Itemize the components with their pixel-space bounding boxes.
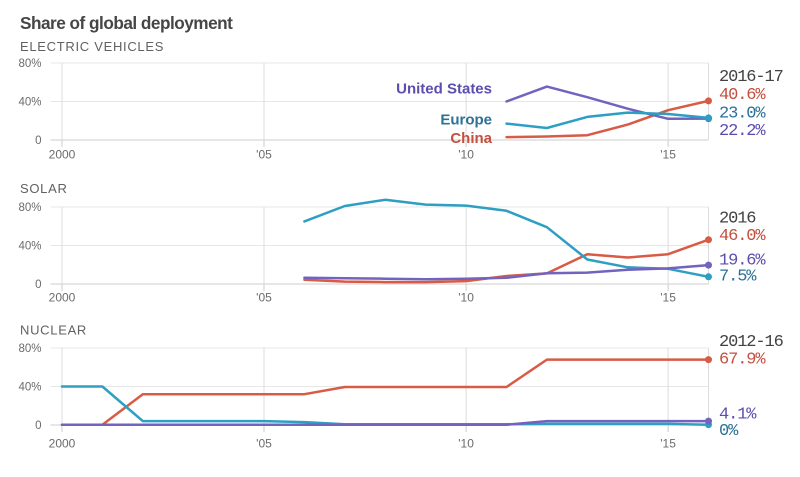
svg-text:Share of global deployment: Share of global deployment [20,13,233,33]
svg-text:Europe: Europe [440,112,492,129]
svg-text:'10: '10 [458,437,474,451]
svg-text:80%: 80% [18,58,41,70]
svg-text:22.2%: 22.2% [719,122,766,141]
svg-text:2016-17: 2016-17 [719,68,783,87]
svg-text:40%: 40% [18,382,41,394]
svg-text:7.5%: 7.5% [719,268,757,287]
svg-text:NUCLEAR: NUCLEAR [20,323,87,338]
svg-text:'05: '05 [256,148,272,162]
svg-text:4.1%: 4.1% [719,406,757,425]
svg-text:0: 0 [35,279,41,291]
svg-text:40%: 40% [18,241,41,253]
svg-text:80%: 80% [18,202,41,214]
svg-text:United States: United States [396,81,492,98]
svg-text:67.9%: 67.9% [719,351,766,370]
svg-text:'10: '10 [458,148,474,162]
svg-text:2000: 2000 [49,291,76,305]
svg-text:19.6%: 19.6% [719,252,766,271]
svg-text:0%: 0% [719,422,739,441]
svg-text:2000: 2000 [49,148,76,162]
svg-text:'05: '05 [256,437,272,451]
svg-text:0: 0 [35,420,41,432]
svg-text:SOLAR: SOLAR [20,181,68,196]
svg-text:2016: 2016 [719,210,756,229]
svg-text:'15: '15 [660,437,676,451]
svg-text:ELECTRIC VEHICLES: ELECTRIC VEHICLES [20,39,164,54]
svg-text:2000: 2000 [49,437,76,451]
svg-text:'15: '15 [660,148,676,162]
svg-text:'15: '15 [660,291,676,305]
svg-text:0: 0 [35,135,41,147]
svg-text:46.0%: 46.0% [719,227,766,246]
svg-text:80%: 80% [18,343,41,355]
svg-text:40.6%: 40.6% [719,86,766,105]
svg-text:23.0%: 23.0% [719,105,766,124]
svg-text:'05: '05 [256,291,272,305]
svg-text:2012-16: 2012-16 [719,333,784,352]
svg-text:China: China [450,130,492,147]
svg-text:40%: 40% [18,97,41,109]
svg-text:'10: '10 [458,291,474,305]
